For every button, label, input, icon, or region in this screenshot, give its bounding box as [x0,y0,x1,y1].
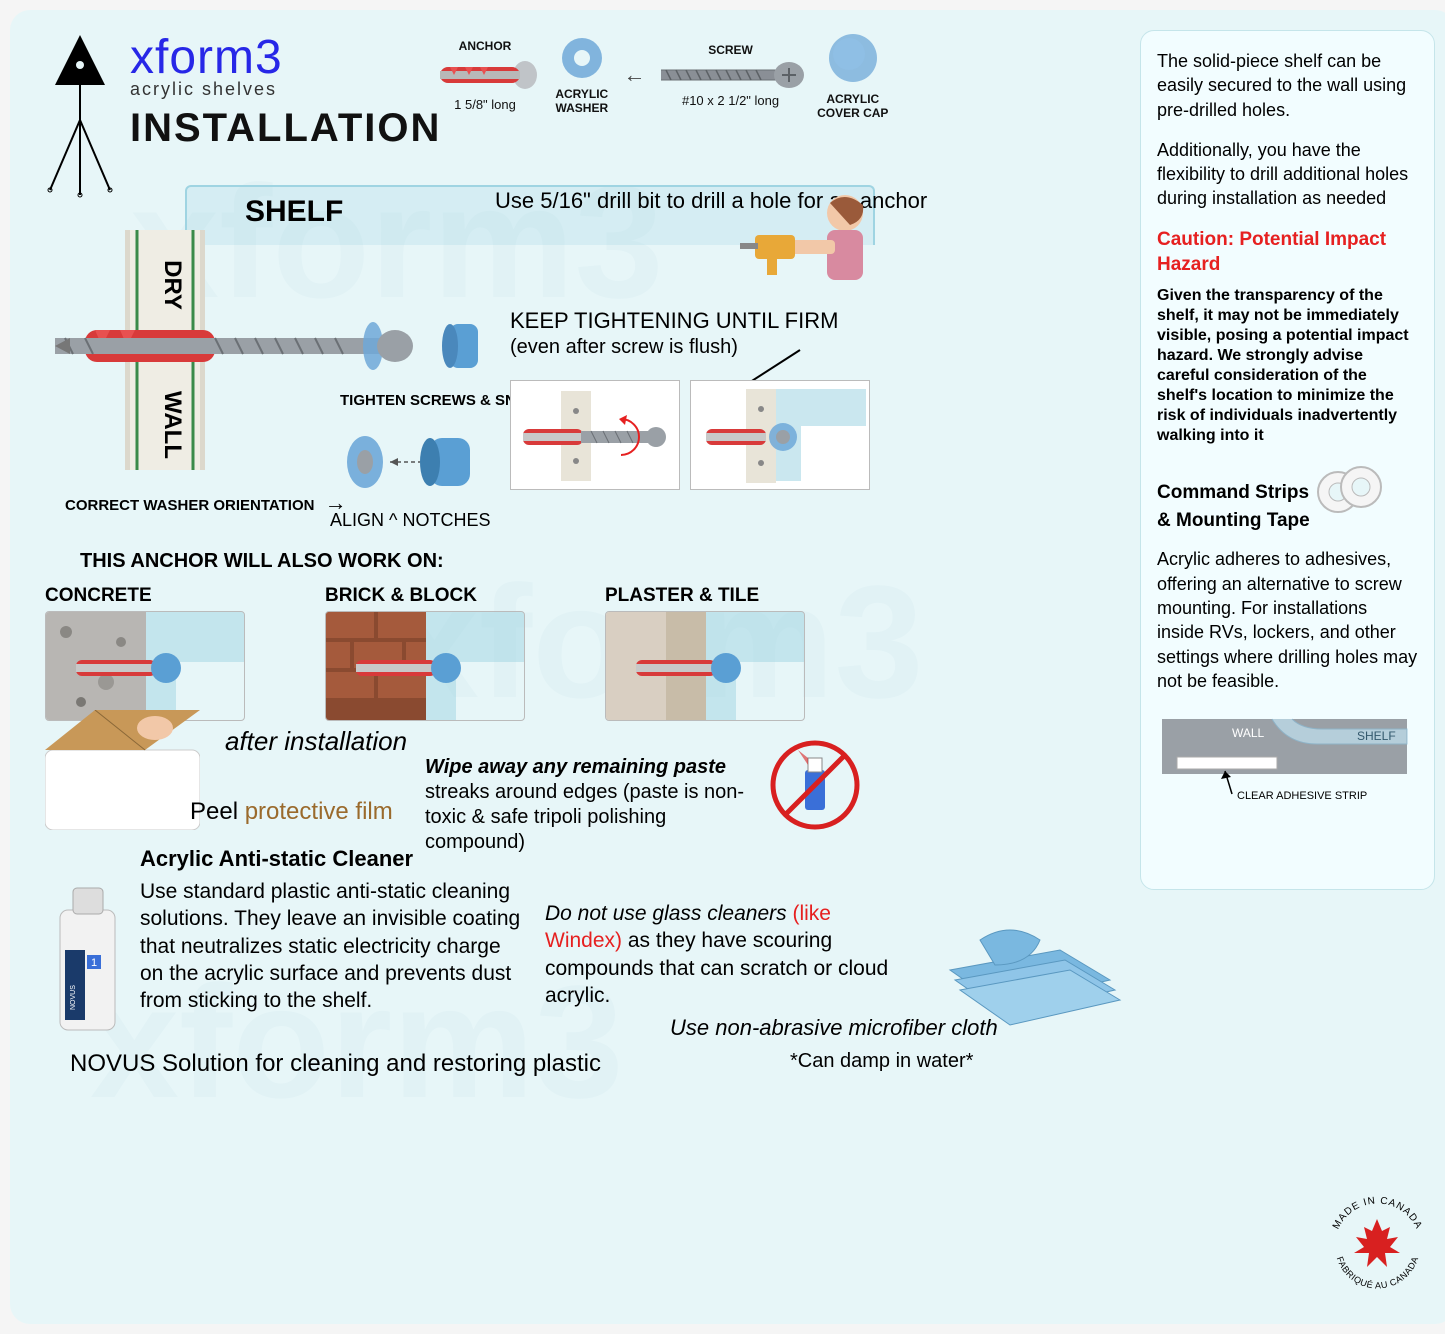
washer-icon [559,35,605,81]
surface-brick: BRICK & BLOCK [325,585,605,721]
glass-warning: Do not use glass cleaners (like Windex) … [545,900,905,1009]
surface-concrete-label: CONCRETE [45,585,325,607]
protective-film-diagram [45,710,200,830]
flush-before-diagram [510,380,680,490]
anchor-also-heading: THIS ANCHOR WILL ALSO WORK ON: [80,550,444,573]
novus-bottle-icon: NOVUS 1 [45,880,130,1040]
caution-heading: Caution: Potential Impact Hazard [1157,227,1418,278]
svg-text:SHELF: SHELF [1357,729,1396,743]
after-install-heading: after installation [225,728,407,754]
hw-washer-label: ACRYLIC WASHER [550,87,614,115]
caution-body: Given the transparency of the shelf, it … [1157,286,1418,446]
surface-plaster-label: PLASTER & TILE [605,585,885,607]
page-title: INSTALLATION [130,106,441,151]
sidebar-p2: Additionally, you have the flexibility t… [1157,138,1418,211]
correct-orientation-label: CORRECT WASHER ORIENTATION → [65,490,347,516]
surface-plaster-img [605,611,805,721]
svg-text:FABRIQUÉ AU CANADA: FABRIQUÉ AU CANADA [1335,1255,1421,1290]
peel-film: protective film [245,798,393,825]
flush-after-diagram [690,380,870,490]
cmd-heading-1: Command Strips [1157,480,1310,506]
tripod-logo-icon [40,30,120,200]
svg-text:DRY: DRY [159,260,186,310]
cap-icon [825,30,881,86]
made-in-canada-badge: MADE IN CANADA FABRIQUÉ AU CANADA [1320,1189,1435,1304]
novus-text: NOVUS Solution for cleaning and restorin… [70,1050,601,1078]
hw-screw: SCREW #10 x 2 1/2" long [656,43,806,108]
align-notches-label: ALIGN ^ NOTCHES [330,510,490,531]
info-sidebar: The solid-piece shelf can be easily secu… [1140,30,1435,890]
brand-name: xform3 [130,30,441,85]
page: xform3 xform3 xform3 xform3 acrylic shel… [10,10,1445,1324]
shelf-label: SHELF [245,195,343,229]
microfiber-cloth-icon [940,910,1125,1045]
screw-icon [656,59,806,91]
anchor-icon [430,55,540,95]
glass-lead: Do not use glass cleaners [545,902,787,925]
wipe-text: Wipe away any remaining paste streaks ar… [425,755,765,855]
cmd-body: Acrylic adheres to adhesives, offering a… [1157,547,1418,693]
svg-text:1: 1 [91,957,97,969]
hw-screw-size: #10 x 2 1/2" long [682,93,779,108]
svg-text:CLEAR ADHESIVE STRIP: CLEAR ADHESIVE STRIP [1237,790,1367,802]
surface-brick-img [325,611,525,721]
cleaner-heading: Acrylic Anti-static Cleaner [140,846,413,872]
correct-orientation-text: CORRECT WASHER ORIENTATION [65,497,314,514]
wipe-lead: Wipe away any remaining paste [425,756,726,778]
hw-anchor-size: 1 5/8" long [454,97,516,112]
surface-brick-label: BRICK & BLOCK [325,585,605,607]
sidebar-p1: The solid-piece shelf can be easily secu… [1157,49,1418,122]
hw-cap: ACRYLIC COVER CAP [816,30,890,120]
brand-tagline: acrylic shelves [130,79,441,100]
cleaner-body: Use standard plastic anti-static cleanin… [140,878,525,1014]
peel-pre: Peel [190,798,245,825]
svg-text:NOVUS: NOVUS [70,985,77,1010]
arrow-left-icon: ← [624,62,646,88]
hw-cap-label: ACRYLIC COVER CAP [816,92,890,120]
wipe-rest: streaks around edges (paste is non-toxic… [425,781,744,853]
washer-cap-diagram [335,422,485,502]
adhesive-strip-diagram: WALL SHELF CLEAR ADHESIVE STRIP [1157,709,1415,804]
damp-text: *Can damp in water* [790,1050,973,1073]
svg-text:WALL: WALL [1232,726,1265,740]
tighten-main: KEEP TIGHTENING UNTIL FIRM [510,308,838,333]
hw-anchor-label: ANCHOR [459,39,512,53]
surface-concrete-img [45,611,245,721]
hw-anchor: ANCHOR 1 5/8" long [430,39,540,112]
surface-plaster: PLASTER & TILE [605,585,885,721]
cmd-heading-2: & Mounting Tape [1157,508,1310,534]
hw-washer: ACRYLIC WASHER [550,35,614,115]
surface-concrete: CONCRETE [45,585,325,721]
peel-text: Peel protective film [190,798,393,826]
drill-person-icon [735,185,880,295]
tape-rolls-icon [1316,462,1386,517]
no-windex-icon [770,740,860,830]
tighten-sub: (even after screw is flush) [510,336,738,358]
brand-block: xform3 acrylic shelves INSTALLATION [130,30,441,151]
header: xform3 acrylic shelves INSTALLATION [40,30,441,200]
svg-text:WALL: WALL [159,391,186,459]
hardware-row: ANCHOR 1 5/8" long ACRYLIC WASHER ← SCRE… [430,30,890,120]
surfaces-row: CONCRETE BRICK & BLOCK [45,585,885,721]
hw-screw-label: SCREW [708,43,753,57]
